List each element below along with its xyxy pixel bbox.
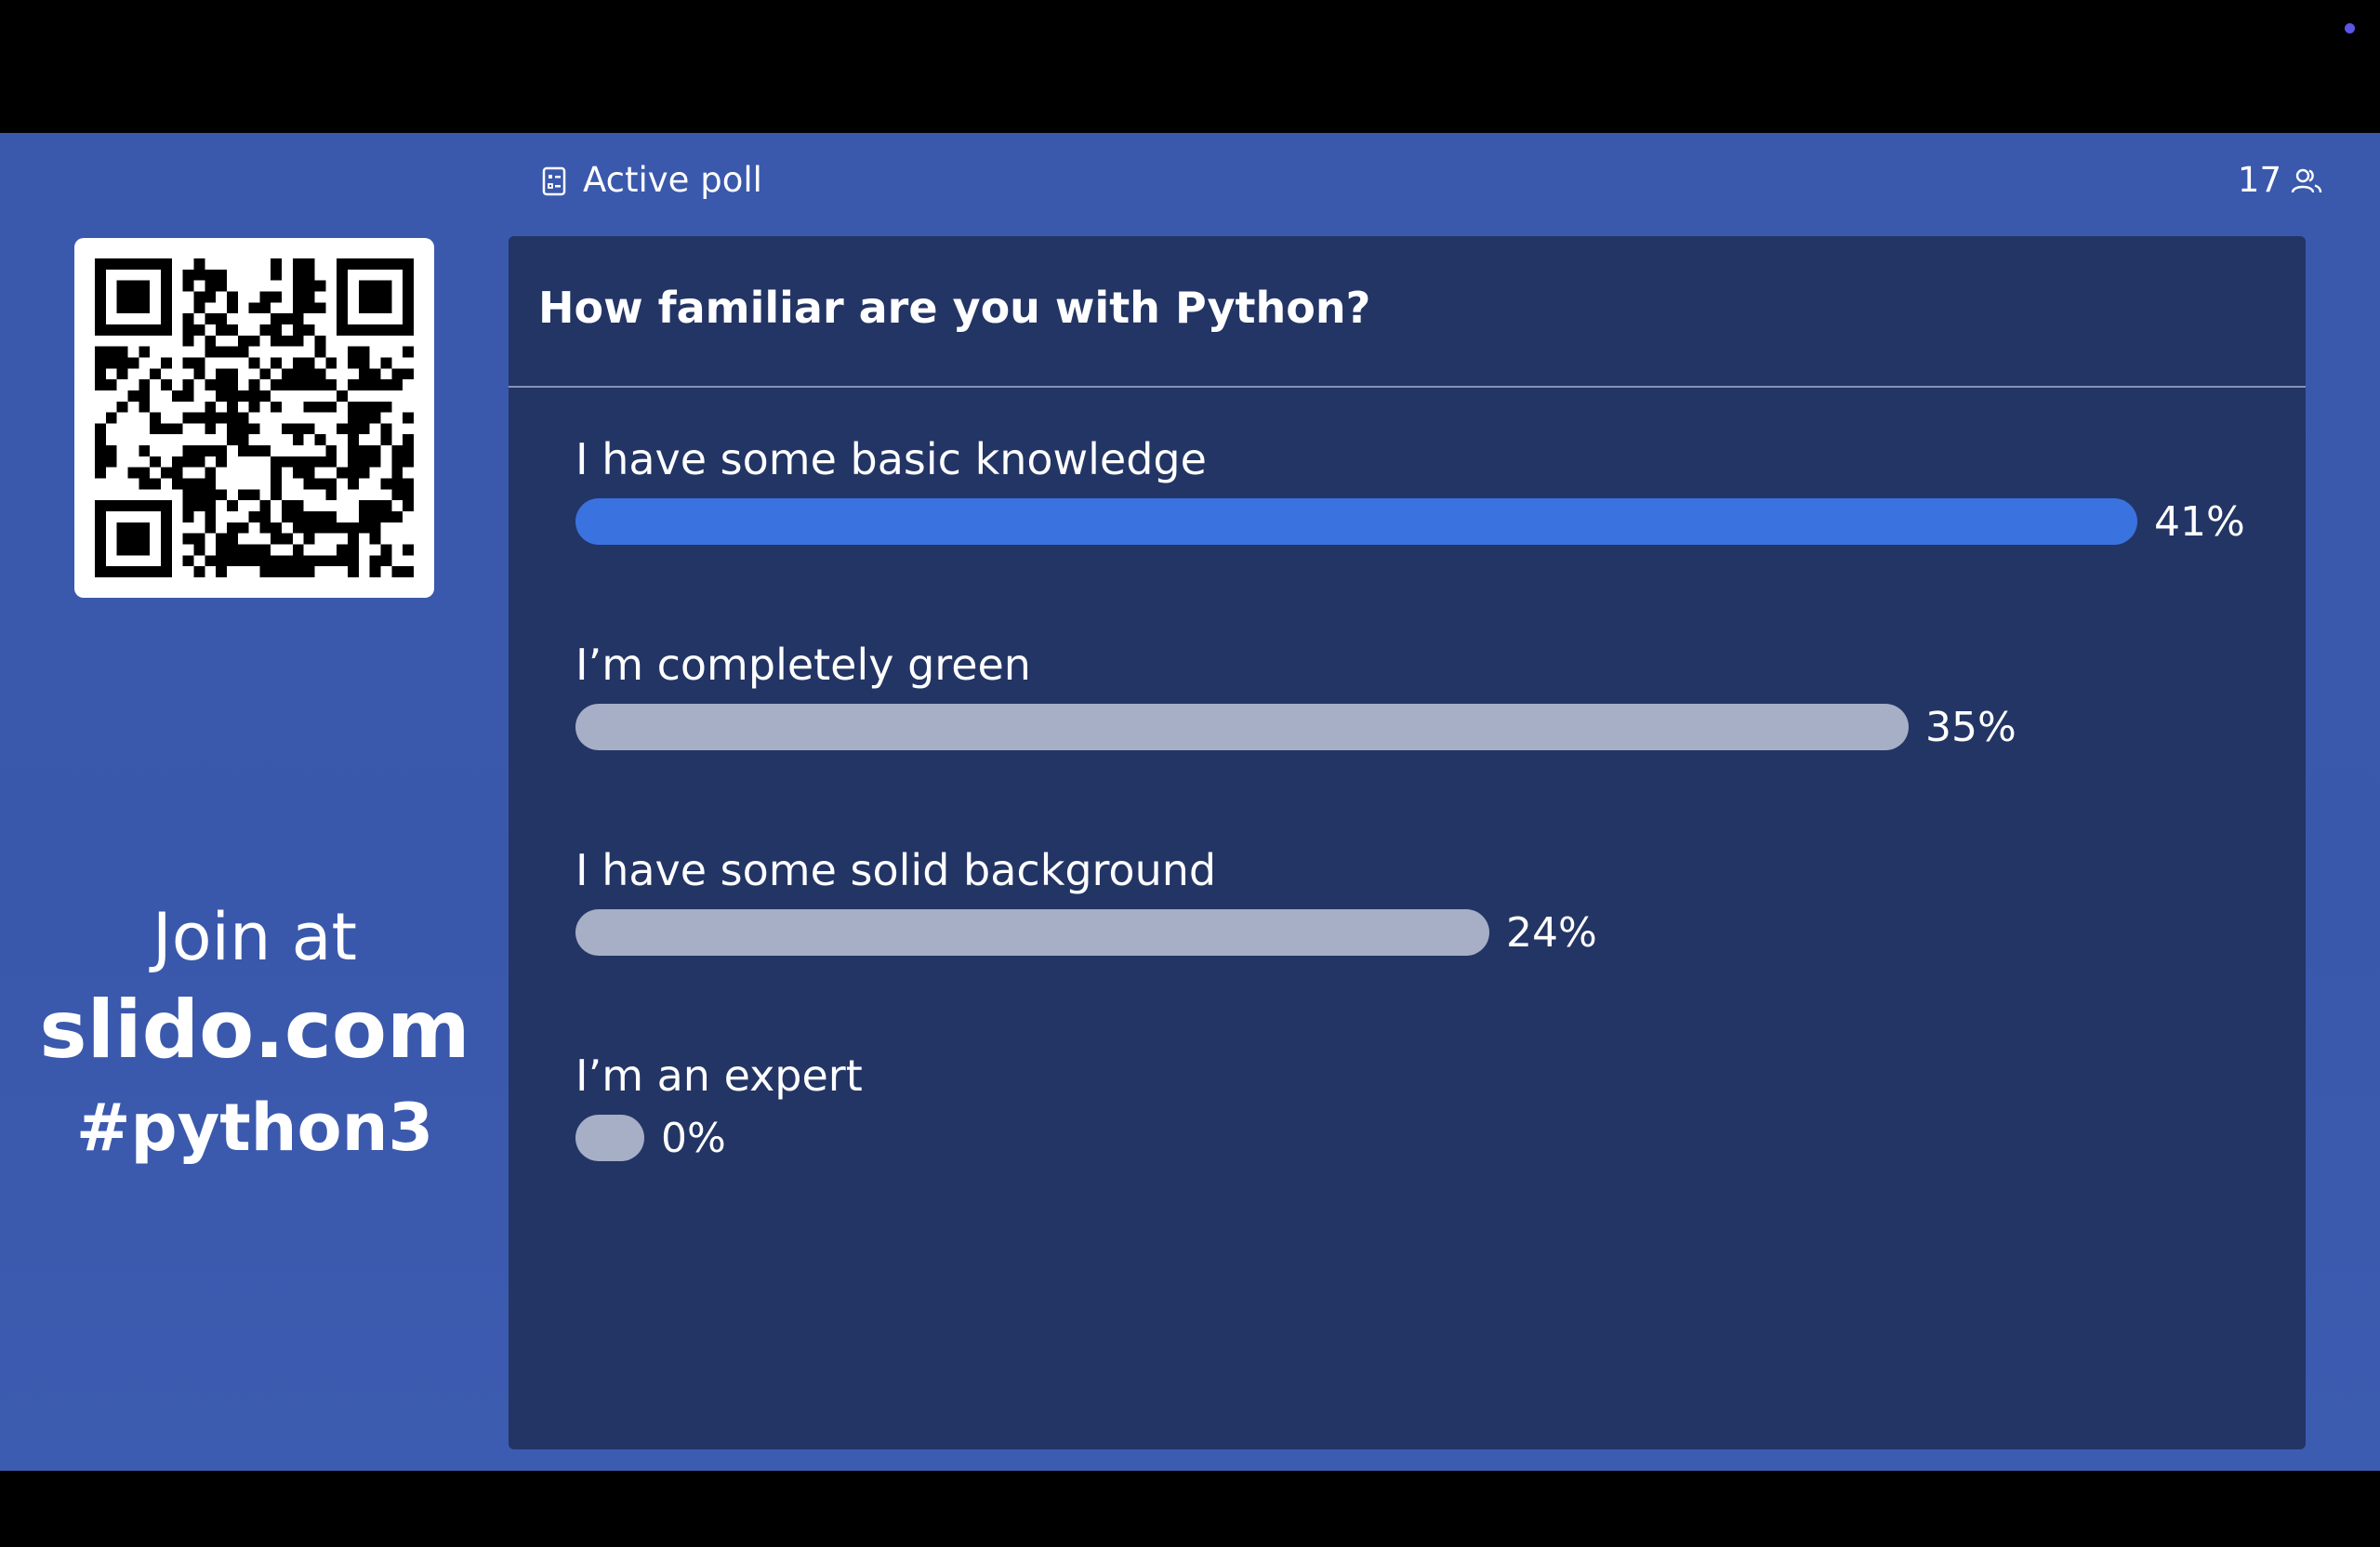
- option-bar-track: 0%: [575, 1115, 2249, 1163]
- join-instructions: Join at slido.com #python3: [37, 895, 472, 1174]
- option-bar-track: 24%: [575, 909, 2249, 958]
- top-bezel: [0, 0, 2380, 133]
- event-code: #python3: [75, 1090, 434, 1166]
- bottom-bezel: [0, 1471, 2380, 1547]
- poll-option: I have some solid background 24%: [575, 842, 2249, 958]
- camera-indicator-dot: [2345, 23, 2355, 33]
- participant-count-value: 17: [2237, 159, 2281, 200]
- poll-status-label: Active poll: [583, 159, 762, 200]
- poll-results-panel: How familiar are you with Python? I have…: [509, 236, 2306, 1449]
- qr-code-card: [74, 238, 434, 598]
- join-url: slido.com: [39, 984, 470, 1077]
- option-label: I have some solid background: [575, 845, 1217, 895]
- poll-question: How familiar are you with Python?: [538, 283, 1371, 333]
- option-bar-track: 41%: [575, 498, 2249, 547]
- poll-icon: [542, 165, 568, 196]
- option-percent: 24%: [1506, 909, 1597, 957]
- option-bar: [575, 498, 2137, 545]
- presentation-stage: Active poll 17 Join at slido.com #python…: [0, 133, 2380, 1471]
- question-divider: [509, 386, 2306, 388]
- option-percent: 0%: [661, 1115, 726, 1162]
- option-label: I’m completely green: [575, 640, 1031, 690]
- option-label: I’m an expert: [575, 1051, 863, 1101]
- option-bar: [575, 909, 1489, 956]
- people-icon: [2291, 165, 2322, 194]
- option-bar: [575, 704, 1909, 750]
- option-percent: 35%: [1925, 704, 2016, 751]
- poll-option: I’m completely green 35%: [575, 637, 2249, 752]
- option-bar: [575, 1115, 644, 1161]
- option-percent: 41%: [2154, 498, 2245, 546]
- option-label: I have some basic knowledge: [575, 434, 1207, 484]
- poll-option: I’m an expert 0%: [575, 1048, 2249, 1163]
- poll-option: I have some basic knowledge 41%: [575, 431, 2249, 547]
- option-bar-track: 35%: [575, 704, 2249, 752]
- participant-count: 17: [2238, 159, 2322, 200]
- join-at-text: Join at: [152, 899, 357, 975]
- poll-status: Active poll: [542, 159, 762, 200]
- qr-code: [95, 258, 414, 577]
